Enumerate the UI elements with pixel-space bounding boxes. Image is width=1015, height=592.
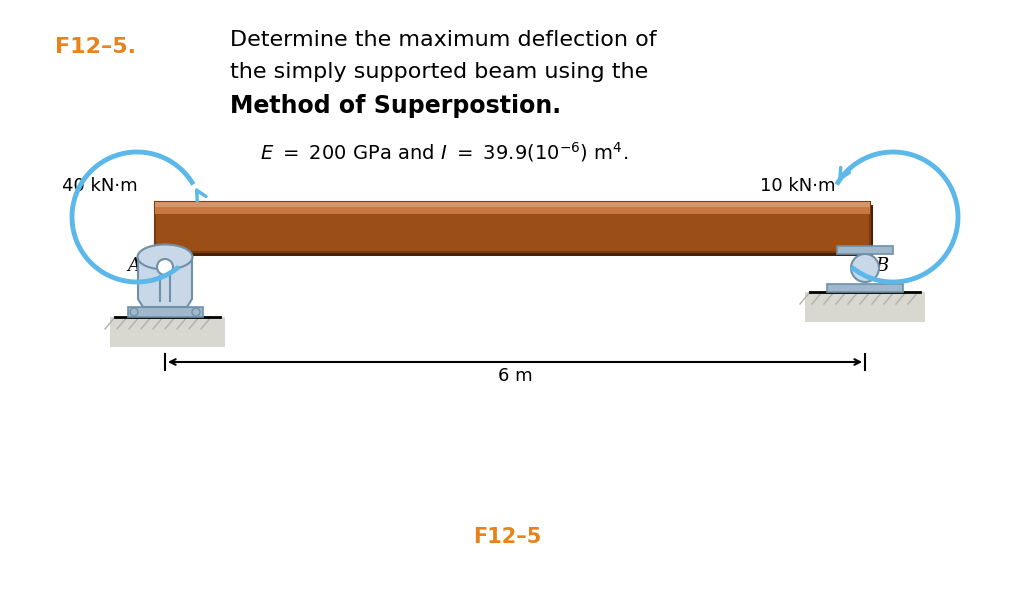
Polygon shape [138, 257, 192, 307]
Ellipse shape [137, 244, 193, 269]
Bar [155, 202, 870, 252]
Circle shape [130, 308, 138, 316]
Text: 10 kN·m: 10 kN·m [760, 177, 835, 195]
Text: $E\ =\ 200\ \mathrm{GPa\ and}\ I\ =\ 39.9(10^{-6})\ \mathrm{m}^4.$: $E\ =\ 200\ \mathrm{GPa\ and}\ I\ =\ 39.… [260, 140, 628, 164]
Text: 6 m: 6 m [497, 367, 532, 385]
Text: 40 kN·m: 40 kN·m [62, 177, 138, 195]
Bar [837, 246, 893, 254]
Bar [128, 307, 203, 317]
Text: B: B [875, 257, 888, 275]
Bar [155, 202, 870, 207]
Text: F12–5.: F12–5. [55, 37, 136, 57]
Bar [805, 292, 925, 322]
Text: Method of Superpostion.: Method of Superpostion. [230, 94, 561, 118]
Text: A: A [127, 257, 140, 275]
Circle shape [157, 259, 173, 275]
Bar [827, 284, 903, 292]
Circle shape [851, 254, 879, 282]
Bar [155, 202, 870, 214]
Text: F12–5: F12–5 [473, 527, 541, 547]
Bar [110, 317, 225, 347]
Bar [158, 205, 873, 256]
Circle shape [192, 308, 200, 316]
Text: the simply supported beam using the: the simply supported beam using the [230, 62, 649, 82]
Text: Determine the maximum deflection of: Determine the maximum deflection of [230, 30, 657, 50]
